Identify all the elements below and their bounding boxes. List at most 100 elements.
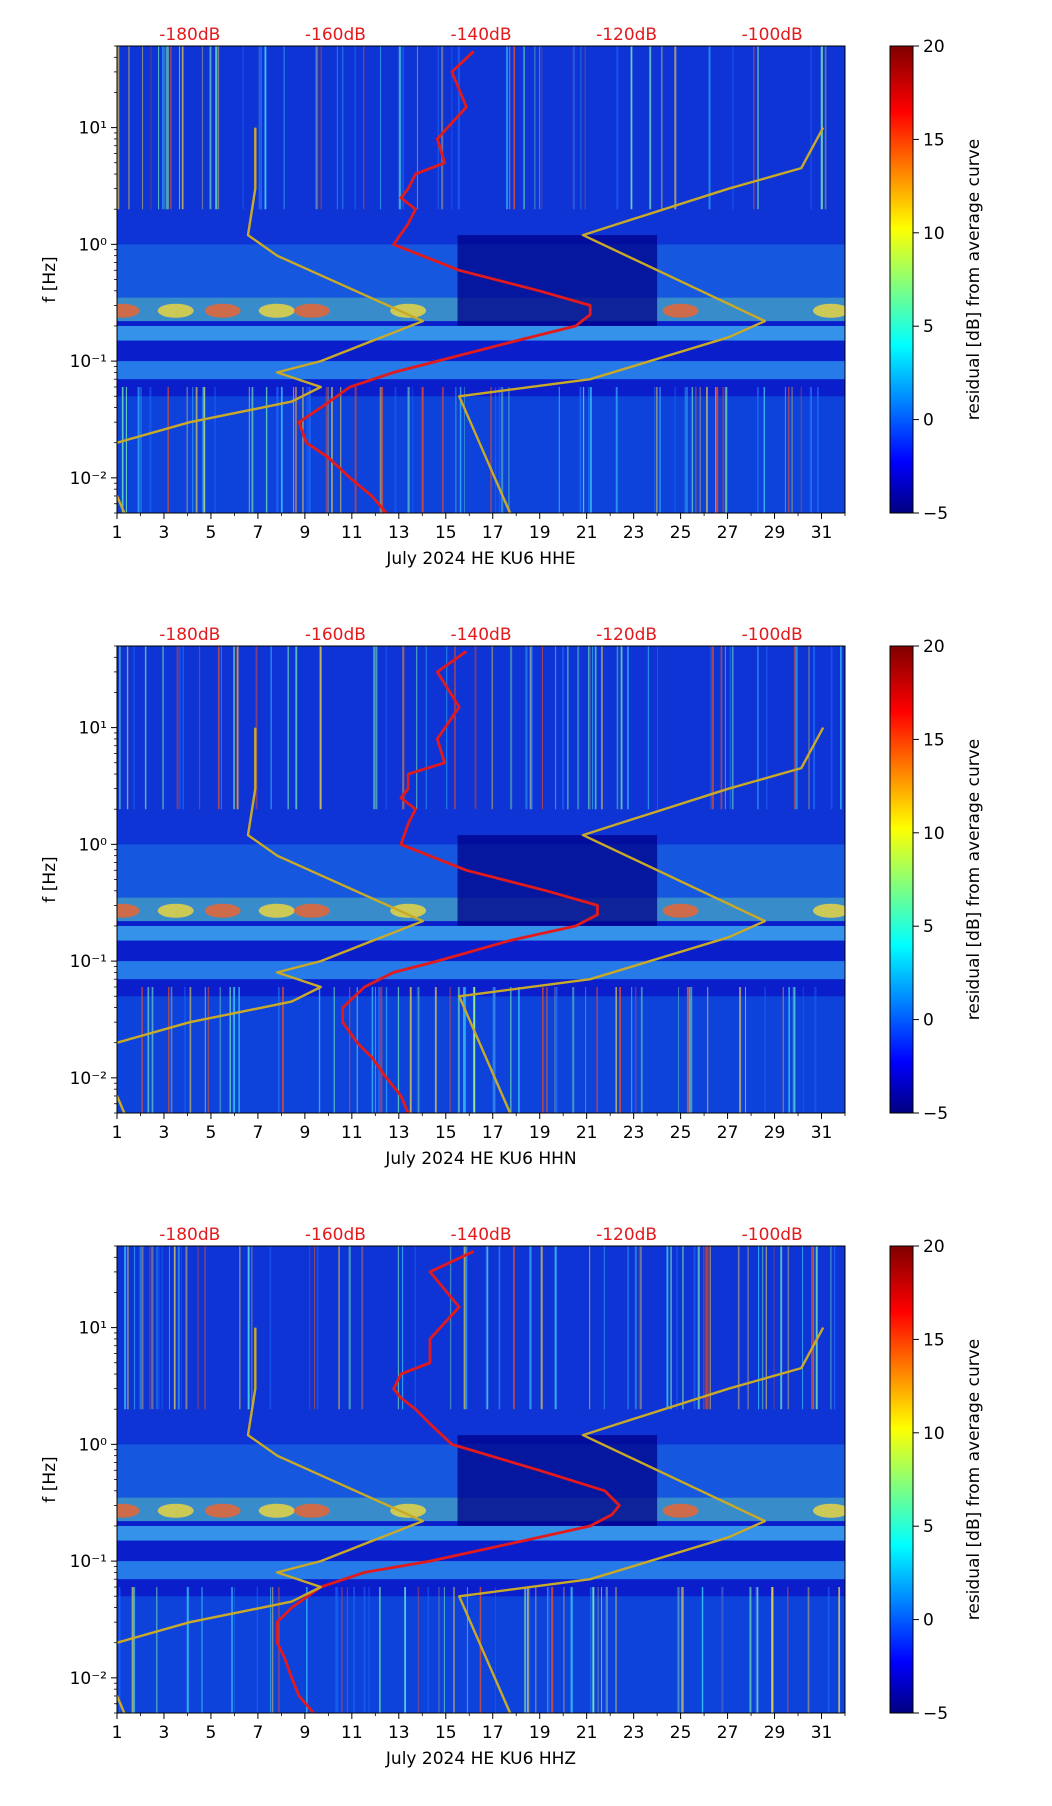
x-tick-label: 23 [623,1123,645,1143]
x-tick-label: 9 [299,1123,310,1143]
colorbar-label: residual [dB] from average curve [964,1339,984,1620]
top-db-label: -100dB [742,1225,803,1245]
colorbar-tick-label: 5 [923,917,934,937]
colorbar-tick-label: 10 [923,824,945,844]
x-tick-label: 3 [159,1723,170,1743]
x-tick-label: 3 [159,523,170,543]
top-db-label: -160dB [305,25,366,45]
x-tick-label: 31 [811,1123,833,1143]
top-db-label: -120dB [596,1225,657,1245]
x-tick-label: 9 [299,523,310,543]
top-db-label: -120dB [596,625,657,645]
colorbar-tick-label: 15 [923,130,945,150]
spectrogram-band [117,46,845,245]
colorbar-label: residual [dB] from average curve [964,739,984,1020]
y-tick-label: 10¹ [79,119,107,139]
x-tick-label: 5 [206,1723,217,1743]
x-tick-label: 21 [576,1123,598,1143]
spectrogram-quiet-region [457,235,658,326]
x-tick-label: 7 [252,1723,263,1743]
colorbar-tick-label: 20 [923,637,945,657]
noise-model-high-line [458,1327,825,1713]
noise-model-low-line [117,127,424,513]
y-tick-label: 10⁻¹ [70,352,107,372]
x-tick-label: 23 [623,523,645,543]
average-psd-line [341,650,599,1113]
x-tick-label: 13 [388,1723,410,1743]
spectrogram-quiet-region [457,1435,658,1526]
spectrogram-quiet-region [457,835,658,926]
y-tick-label: 10⁻² [70,1069,107,1089]
x-tick-label: 17 [482,1723,504,1743]
x-tick-label: 7 [252,523,263,543]
spectrogram-hotspot [157,903,194,918]
spectrogram-hotspot [293,903,330,918]
x-tick-label: 19 [529,1123,551,1143]
spectrogram-hotspot [812,1503,845,1518]
x-tick-label: 9 [299,1723,310,1743]
spectrogram-field [117,1246,845,1713]
spectrogram-hotspot [117,903,140,918]
spectrogram-hotspot [258,903,295,918]
spectrogram-field [117,46,845,513]
y-tick-label: 10⁰ [79,835,108,855]
x-tick-label: 25 [670,1723,692,1743]
spectrogram-hotspot [662,1503,699,1518]
colorbar-tick-label: 0 [923,1611,934,1631]
spectrogram-hotspot [157,303,194,318]
colorbar [889,45,914,514]
colorbar-tick-label: 5 [923,317,934,337]
x-tick-label: 21 [576,1723,598,1743]
spectrogram-field [117,646,845,1113]
x-tick-label: 19 [529,1723,551,1743]
x-tick-label: 19 [529,523,551,543]
spectrogram-band [117,1246,845,1445]
noise-model-low-line [117,1327,424,1713]
spectrogram-hotspot [117,1503,140,1518]
spectrogram-hotspot [390,903,427,918]
spectrogram-hotspot [812,303,845,318]
average-psd-line [297,50,592,513]
spectrogram-hotspot [812,903,845,918]
top-db-label: -160dB [305,1225,366,1245]
x-tick-label: 27 [717,523,739,543]
spectrogram-hotspot [258,303,295,318]
average-psd-line [275,1250,621,1713]
x-axis-label: July 2024 HE KU6 HHZ [385,1749,576,1769]
spectrogram-hotspot [662,303,699,318]
y-tick-label: 10⁰ [79,1435,108,1455]
x-tick-label: 1 [112,1123,123,1143]
spectrogram-hotspot [204,1503,241,1518]
x-tick-label: 27 [717,1723,739,1743]
colorbar-tick-label: 20 [923,1237,945,1257]
x-tick-label: 5 [206,1123,217,1143]
y-tick-label: 10⁻² [70,469,107,489]
colorbar-label: residual [dB] from average curve [964,139,984,420]
y-axis-label: f [Hz] [40,256,60,302]
x-tick-label: 29 [764,523,786,543]
colorbar-tick-label: 5 [923,1517,934,1537]
colorbar [889,645,914,1114]
y-tick-label: 10⁻¹ [70,952,107,972]
top-db-label: -100dB [742,25,803,45]
x-tick-label: 3 [159,1123,170,1143]
spectrogram-band [117,925,845,941]
spectrogram-hotspot [204,303,241,318]
spectrogram-band [117,646,845,845]
x-tick-label: 23 [623,1723,645,1743]
x-tick-label: 11 [341,1723,363,1743]
top-db-label: -140dB [450,25,511,45]
colorbar-tick-label: −5 [923,1104,948,1124]
y-axis-label: f [Hz] [40,856,60,902]
spectrogram-hotspot [390,303,427,318]
spectrogram-band [117,1561,845,1580]
spectrogram-hotspot [390,1503,427,1518]
spectrogram-hotspot [662,903,699,918]
y-axis-label: f [Hz] [40,1456,60,1502]
colorbar-tick-label: 10 [923,224,945,244]
top-db-label: -140dB [450,625,511,645]
x-tick-label: 13 [388,523,410,543]
top-db-label: -180dB [159,1225,220,1245]
